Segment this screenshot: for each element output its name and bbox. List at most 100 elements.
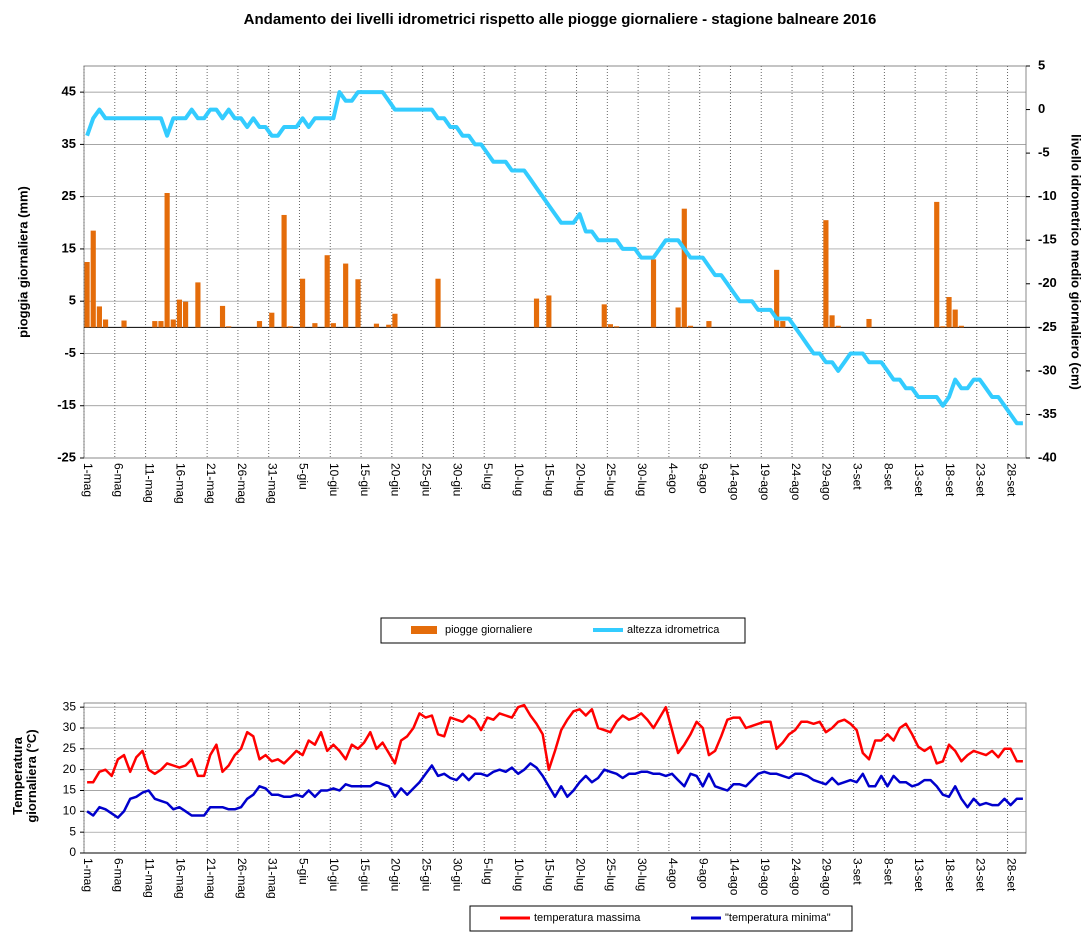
x-tick-label: 20-lug [573,858,587,891]
x-tick-label: 24-ago [789,463,803,501]
bar [121,320,127,328]
y2-tick-label: -15 [1038,232,1057,247]
x-tick-label: 29-ago [820,858,834,896]
line [87,703,1023,784]
x-tick-label: 11-mag [142,858,156,898]
y-tick-label: 35 [62,136,76,151]
bar [219,305,226,328]
bar [866,318,872,328]
x-tick-label: 25-lug [604,858,618,891]
x-tick-label: 4-ago [666,463,680,494]
x-tick-label: 28-set [1004,858,1018,892]
y-tick-label: 30 [63,720,77,734]
bar [533,298,540,328]
x-tick-label: 26-mag [235,463,249,504]
x-tick-label: 26-mag [235,858,249,899]
bar [940,326,946,328]
x-tick-label: 18-set [943,463,957,497]
y2-tick-label: -10 [1038,188,1057,203]
line [85,90,1023,426]
x-tick-label: 5-lug [481,463,495,490]
y-tick-label: 10 [63,804,77,818]
bar [650,259,657,328]
x-tick-label: 24-ago [789,858,803,896]
bar [164,193,170,328]
y-tick-label: 5 [69,293,76,308]
bar [281,214,287,328]
bar [152,321,158,328]
bar [170,319,176,328]
x-tick-label: 16-mag [173,858,187,899]
bar [774,269,780,328]
bar [183,301,189,328]
x-tick-label: 5-giu [296,463,310,490]
bar [952,309,958,328]
y2-tick-label: -30 [1038,362,1057,377]
bar [287,326,293,328]
y2-tick-label: -5 [1038,145,1050,160]
x-tick-label: 6-mag [112,463,126,497]
bar [355,279,361,328]
x-tick-label: 30-giu [450,858,464,891]
legend-label: temperatura massima [534,912,641,924]
plot-area [83,65,1027,459]
x-tick-label: 15-lug [543,858,557,891]
bar [780,321,786,328]
y2-tick-label: 5 [1038,57,1045,72]
bar [226,326,232,328]
bar [158,321,164,328]
x-tick-label: 13-set [912,858,926,892]
y-tick-label: 25 [63,741,77,755]
y-tick-label: 25 [62,188,76,203]
bar [324,255,330,328]
y-tick-label: 5 [69,824,76,838]
bar [386,324,392,328]
bar [195,282,201,328]
chart-title: Andamento dei livelli idrometrici rispet… [244,11,877,28]
line [86,762,1023,819]
x-tick-label: 21-mag [204,858,218,899]
legend-swatch [411,626,437,634]
bar [435,278,441,328]
x-tick-label: 15-giu [358,463,372,496]
x-tick-label: 30-lug [635,463,649,496]
x-tick-label: 20-giu [389,858,403,891]
x-tick-label: 16-mag [173,463,187,504]
y-tick-label: 35 [63,699,77,713]
bar [835,325,841,328]
x-tick-label: 8-set [881,463,895,490]
x-tick-label: 28-set [1004,463,1018,497]
bar [546,295,552,328]
x-tick-label: 18-set [943,858,957,892]
x-tick-label: 29-ago [820,463,834,501]
x-tick-label: 30-lug [635,858,649,891]
x-tick-label: 6-mag [112,858,126,892]
x-tick-label: 10-lug [512,858,526,891]
x-tick-label: 25-giu [420,858,434,891]
y-tick-label: -25 [57,449,76,464]
bar [706,321,712,328]
x-tick-label: 14-ago [727,858,741,896]
legend-box [380,617,746,644]
x-tick-label: 10-lug [512,463,526,496]
x-tick-label: 30-giu [450,463,464,496]
bar [90,230,96,328]
x-tick-label: 25-giu [420,463,434,496]
y-tick-label: -15 [57,397,76,412]
x-tick-label: 23-set [974,463,988,497]
legend-label: altezza idrometrica [627,624,720,636]
x-tick-label: 3-set [851,463,865,490]
bar [256,321,263,328]
x-tick-label: 9-ago [697,463,711,494]
x-tick-label: 31-mag [266,463,280,504]
bar [946,297,952,328]
legend-label: "temperatura minima" [725,912,831,924]
bar [312,323,318,328]
bar [343,263,349,328]
y2-tick-label: 0 [1038,101,1045,116]
x-tick-label: 10-giu [327,463,341,496]
bar [299,278,306,328]
x-tick-label: 5-giu [296,858,310,885]
y-tick-label: 20 [63,762,77,776]
